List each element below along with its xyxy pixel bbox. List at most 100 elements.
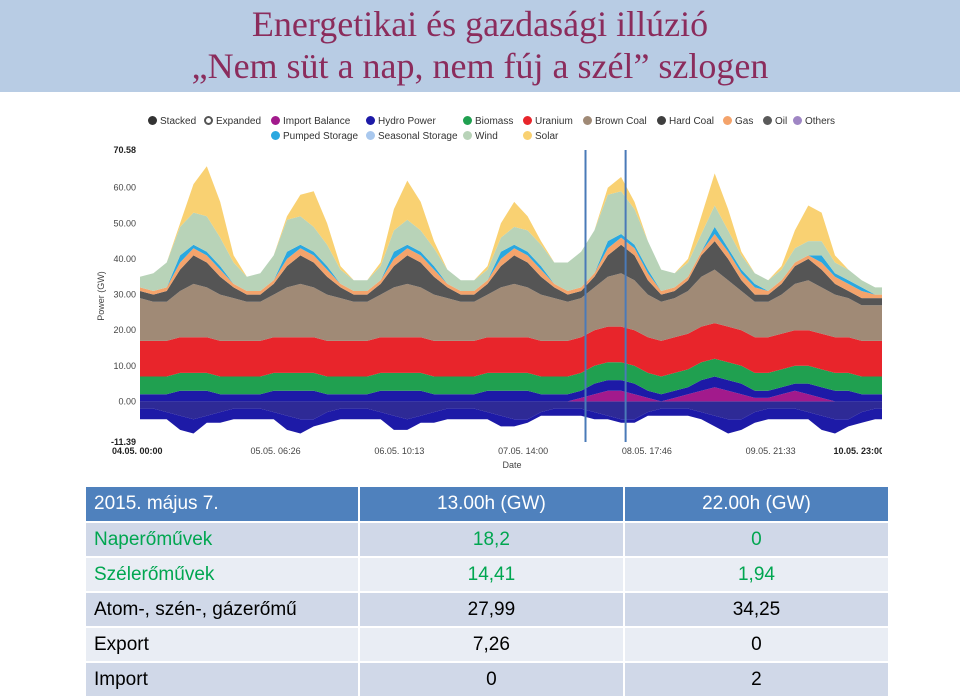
legend-marker-icon [763, 116, 772, 125]
area-series-hard-coal [140, 241, 882, 306]
row-value-13h: 7,26 [358, 626, 625, 662]
legend-label: Solar [535, 131, 559, 142]
y-axis-title: Power (GW) [96, 271, 106, 321]
table-header-22h: 22.00h (GW) [623, 487, 888, 522]
legend-label: Uranium [535, 116, 573, 127]
y-tick-label: 0.00 [118, 396, 136, 406]
table-row: Export 7,26 0 [86, 626, 888, 662]
legend-label: Gas [735, 116, 754, 127]
y-tick-label: 10.00 [113, 361, 136, 371]
slide-title-line-1: Energetikai és gazdasági illúzió [251, 4, 709, 44]
legend-label: Brown Coal [595, 116, 647, 127]
area-series-hydro-power [140, 376, 882, 402]
chart-legend: Stacked Expanded Import Balance Hydro Power… [148, 116, 868, 146]
legend-item-seasonal-storage[interactable]: Seasonal Storage [366, 131, 458, 142]
row-label-import: Import [86, 661, 360, 696]
legend-item-oil[interactable]: Oil [763, 116, 787, 127]
legend-marker-icon [366, 116, 375, 125]
y-tick-label: 20.00 [113, 325, 136, 335]
legend-item-wind[interactable]: Wind [463, 131, 498, 142]
legend-item-hard-coal[interactable]: Hard Coal [657, 116, 714, 127]
x-tick-label: 07.05. 14:00 [498, 446, 548, 456]
legend-row-1: Stacked Expanded Import Balance Hydro Power… [148, 116, 868, 131]
x-tick-label: 04.05. 00:00 [112, 446, 163, 456]
legend-marker-icon [366, 131, 375, 140]
legend-label: Import Balance [283, 116, 351, 127]
legend-item-biomass[interactable]: Biomass [463, 116, 513, 127]
row-label-export: Export [86, 626, 360, 662]
area-negative-pumped-storage [140, 401, 882, 420]
legend-item-uranium[interactable]: Uranium [523, 116, 573, 127]
legend-item-gas[interactable]: Gas [723, 116, 753, 127]
x-tick-label: 09.05. 21:33 [746, 446, 796, 456]
legend-item-expanded[interactable]: Expanded [204, 116, 261, 127]
legend-label: Oil [775, 116, 788, 127]
x-tick-label: 10.05. 23:00 [833, 446, 882, 456]
x-tick-label: 05.05. 06:26 [251, 446, 301, 456]
legend-marker-icon [793, 116, 802, 125]
row-label-conventional: Atom-, szén-, gázerőmű [86, 591, 360, 627]
area-series-solar [140, 166, 882, 288]
table-header-date: 2015. május 7. [86, 487, 360, 522]
row-value-13h: 27,99 [358, 591, 625, 627]
legend-marker-icon [657, 116, 666, 125]
energy-data-table: 2015. május 7. 13.00h (GW) 22.00h (GW) N… [86, 487, 888, 696]
row-value-13h: 18,2 [358, 521, 625, 557]
legend-marker-icon [723, 116, 732, 125]
legend-label: Expanded [216, 116, 262, 127]
legend-item-solar[interactable]: Solar [523, 131, 558, 142]
legend-marker-icon [523, 116, 532, 125]
legend-label: Pumped Storage [283, 131, 359, 142]
legend-label: Seasonal Storage [378, 131, 458, 142]
legend-marker-icon [583, 116, 592, 125]
row-value-22h: 2 [623, 661, 888, 696]
area-series-gas [140, 234, 882, 299]
x-tick-label: 06.05. 10:13 [374, 446, 424, 456]
row-value-22h: 0 [623, 521, 888, 557]
table-row: Atom-, szén-, gázerőmű 27,99 34,25 [86, 591, 888, 627]
table-header-row: 2015. május 7. 13.00h (GW) 22.00h (GW) [86, 487, 888, 522]
title-band [0, 0, 960, 92]
legend-label: Hard Coal [669, 116, 715, 127]
legend-marker-icon [148, 116, 157, 125]
legend-item-import-balance[interactable]: Import Balance [271, 116, 350, 127]
power-stacked-area-chart: 70.58 60.00 50.00 40.00 30.00 20.00 10.00 0.00 -… [96, 145, 882, 470]
table-row: Naperőművek 18,2 0 [86, 521, 888, 557]
x-axis-title: Date [502, 460, 521, 470]
legend-marker-icon [523, 131, 532, 140]
row-label-wind: Szélerőművek [86, 556, 360, 592]
area-series-wind [140, 191, 882, 295]
legend-marker-icon [271, 116, 280, 125]
y-tick-label: 60.00 [113, 183, 136, 193]
legend-item-pumped-storage[interactable]: Pumped Storage [271, 131, 358, 142]
table-row: Szélerőművek 14,41 1,94 [86, 556, 888, 592]
table-header-13h: 13.00h (GW) [358, 487, 625, 522]
legend-label: Others [805, 116, 836, 127]
area-series-biomass [140, 358, 882, 395]
legend-label: Hydro Power [378, 116, 436, 127]
y-tick-label: 50.00 [113, 218, 136, 228]
row-value-22h: 1,94 [623, 556, 888, 592]
y-tick-label: -11.39 [111, 437, 136, 447]
row-label-solar: Naperőművek [86, 521, 360, 557]
area-series-import-balance [140, 387, 882, 402]
legend-item-hydro-power[interactable]: Hydro Power [366, 116, 436, 127]
row-value-13h: 14,41 [358, 556, 625, 592]
row-value-22h: 0 [623, 626, 888, 662]
area-series-brown-coal [140, 269, 882, 341]
legend-label: Biomass [475, 116, 514, 127]
area-series-uranium [140, 323, 882, 377]
y-tick-label: 70.58 [113, 145, 136, 155]
legend-item-brown-coal[interactable]: Brown Coal [583, 116, 647, 127]
legend-marker-icon [463, 116, 472, 125]
y-tick-label: 40.00 [113, 254, 136, 264]
legend-item-others[interactable]: Others [793, 116, 835, 127]
x-tick-label: 08.05. 17:46 [622, 446, 672, 456]
legend-marker-icon [463, 131, 472, 140]
legend-item-stacked[interactable]: Stacked [148, 116, 196, 127]
row-value-22h: 34,25 [623, 591, 888, 627]
legend-label: Wind [475, 131, 498, 142]
legend-marker-icon [271, 131, 280, 140]
area-negative-import-balance [140, 408, 882, 434]
table-row: Import 0 2 [86, 661, 888, 696]
